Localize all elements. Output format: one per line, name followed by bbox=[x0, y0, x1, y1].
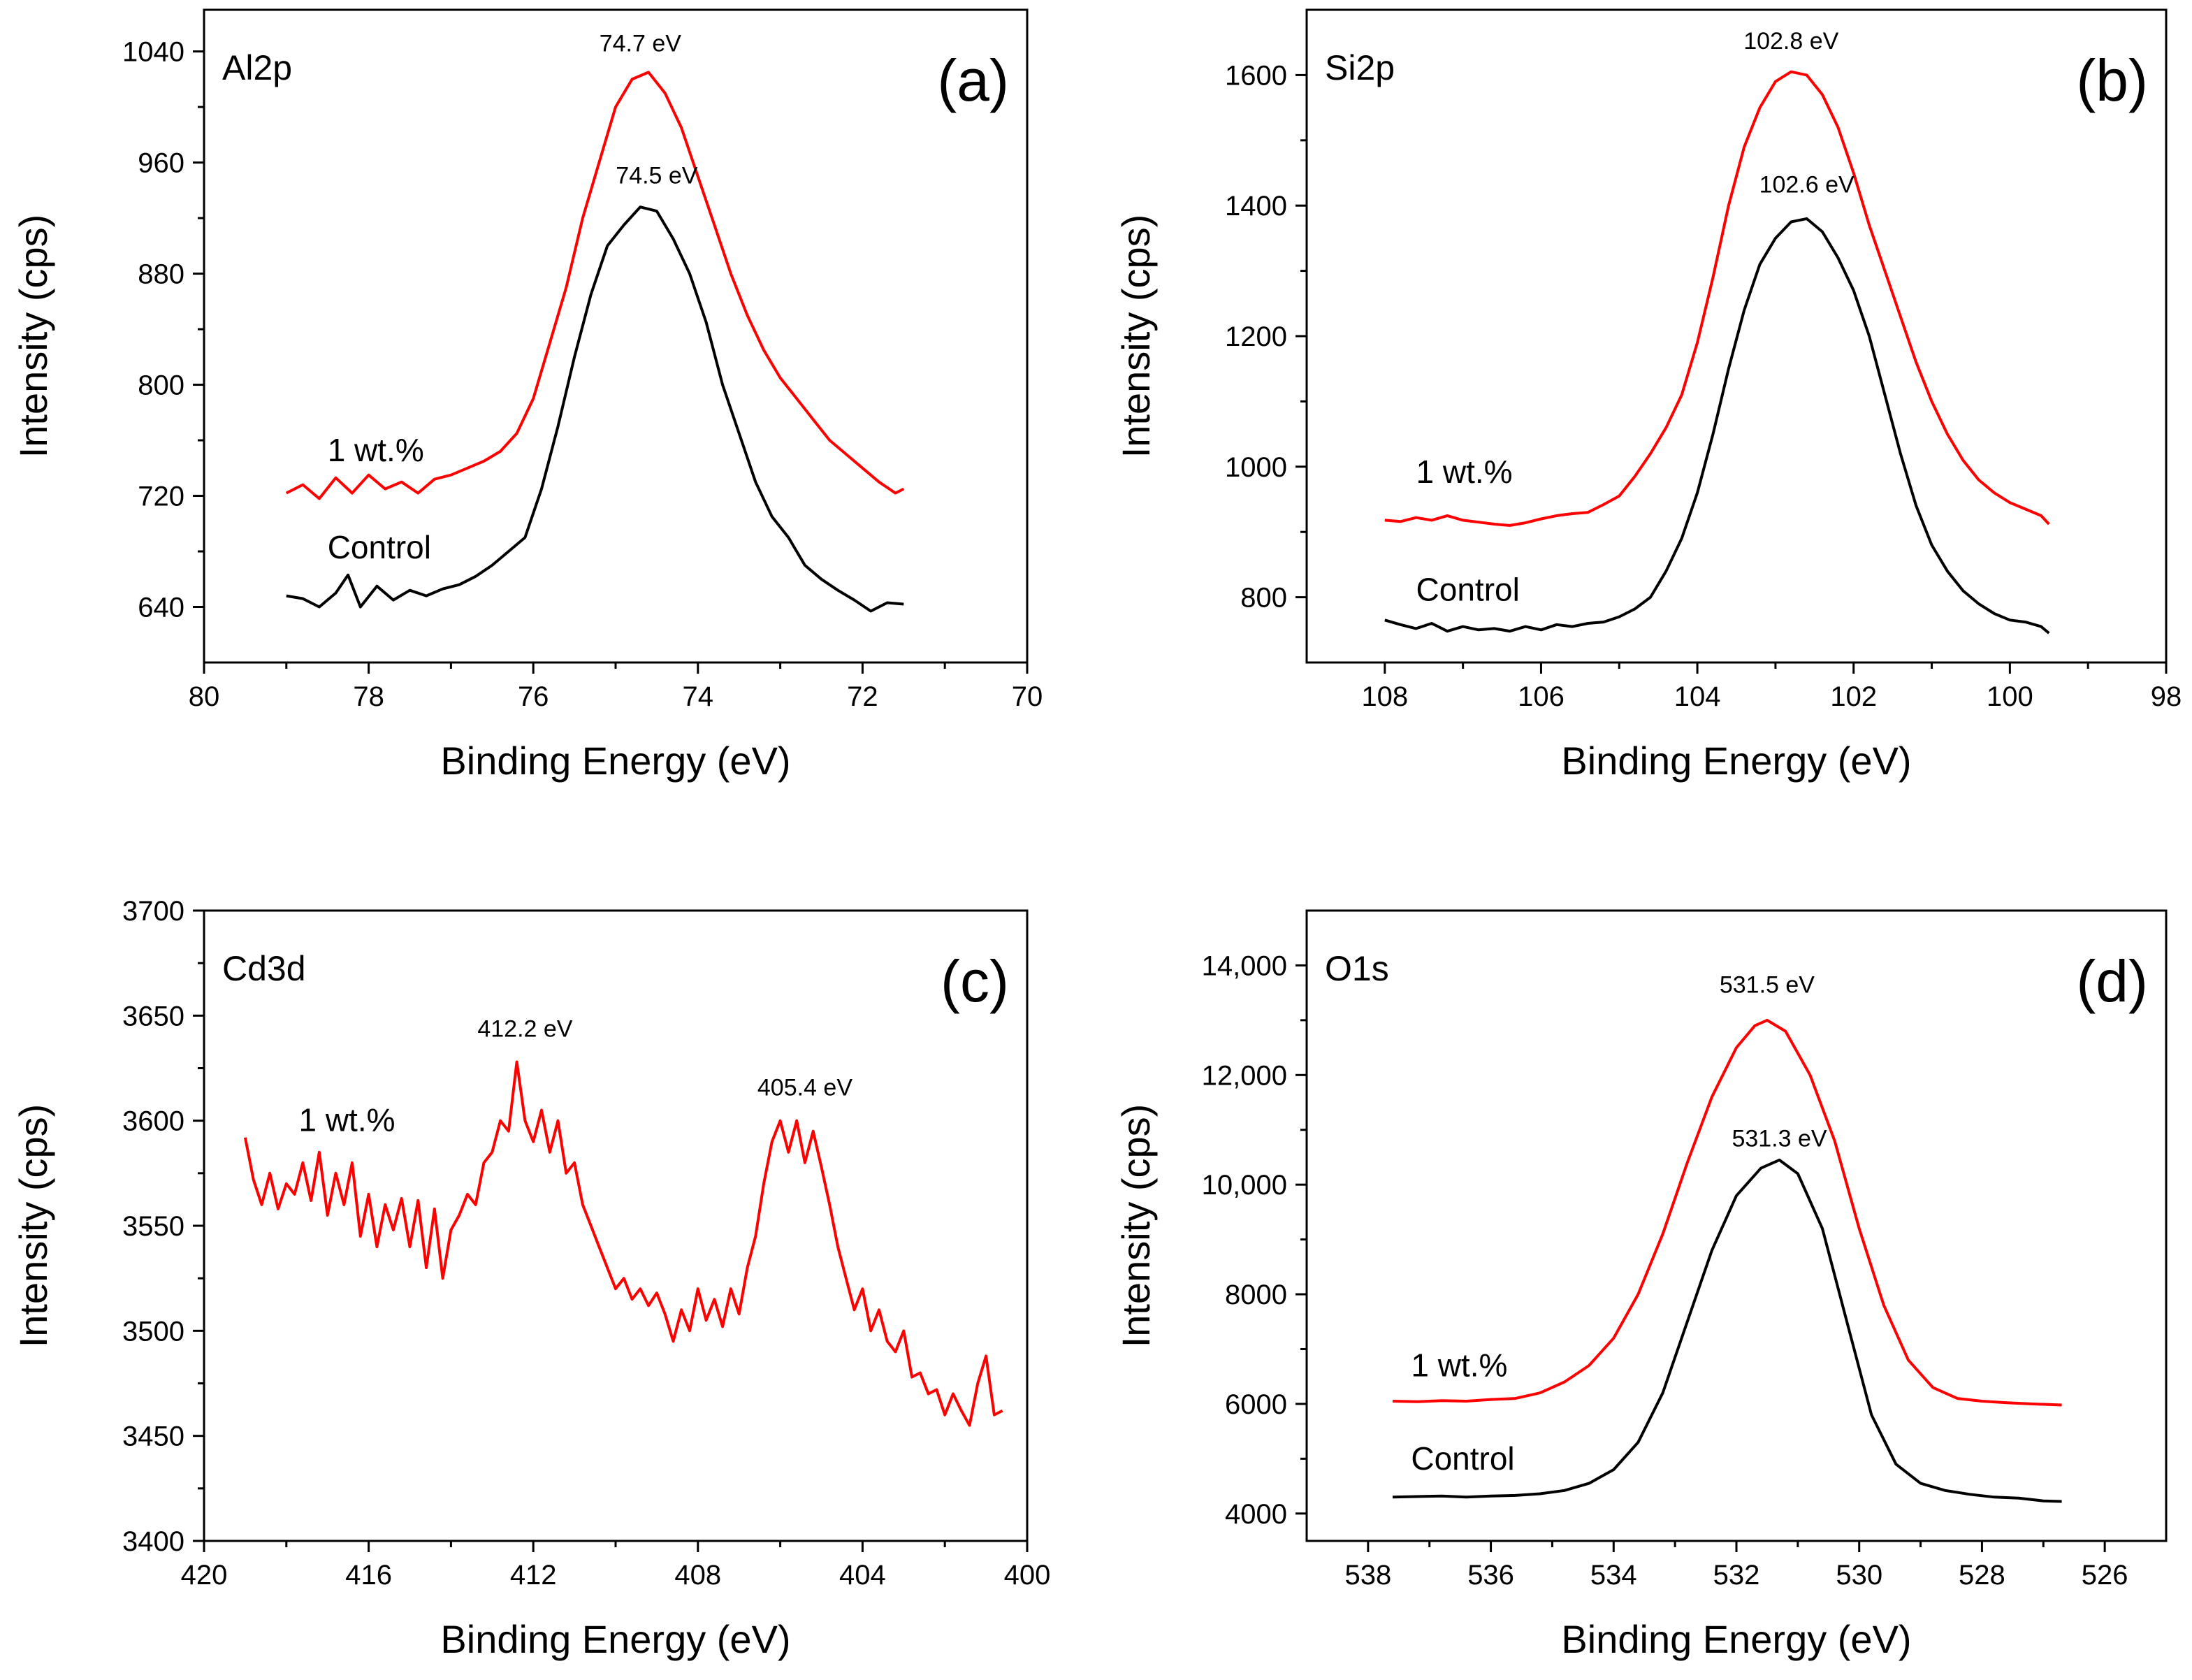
x-tick-label: 538 bbox=[1344, 1560, 1391, 1591]
y-tick-label: 1600 bbox=[1225, 60, 1287, 91]
panel-label: (d) bbox=[2076, 948, 2148, 1014]
x-tick-label: 102 bbox=[1830, 681, 1877, 712]
y-axis-title: Intensity (cps) bbox=[11, 1104, 55, 1348]
series-line-control bbox=[286, 205, 904, 613]
x-axis-title: Binding Energy (eV) bbox=[440, 739, 790, 783]
peak-label: 102.6 eV bbox=[1759, 172, 1855, 198]
x-tick-label: 400 bbox=[1004, 1560, 1051, 1591]
peak-label: 74.7 eV bbox=[600, 31, 682, 57]
peak-label: 405.4 eV bbox=[757, 1075, 852, 1101]
x-axis-title: Binding Energy (eV) bbox=[1561, 739, 1911, 783]
panel-label: (b) bbox=[2076, 48, 2148, 113]
curve-label: 1 wt.% bbox=[328, 432, 424, 468]
x-tick-label: 534 bbox=[1590, 1560, 1637, 1591]
y-tick-label: 1000 bbox=[1225, 452, 1287, 483]
series-line-control bbox=[1392, 1158, 2062, 1503]
x-tick-label: 80 bbox=[189, 681, 220, 712]
chart-panel-1: 80 78 76 74 72 70 640 720 800 880 960 1040 Binding E… bbox=[11, 8, 1043, 783]
plot-frame bbox=[203, 909, 1029, 1542]
y-tick-label: 880 bbox=[138, 259, 184, 290]
y-tick-label: 3400 bbox=[122, 1526, 184, 1557]
x-tick-label: 528 bbox=[1959, 1560, 2005, 1591]
curve-label: Control bbox=[328, 529, 431, 565]
x-tick-label: 78 bbox=[353, 681, 384, 712]
peak-label: 74.5 eV bbox=[616, 162, 698, 189]
y-tick-label: 14,000 bbox=[1202, 950, 1287, 981]
series-line-1-wt bbox=[243, 1060, 1003, 1427]
curve-label: Control bbox=[1411, 1440, 1514, 1477]
y-tick-label: 3650 bbox=[122, 1001, 184, 1031]
y-tick-label: 800 bbox=[138, 370, 184, 401]
y-tick-label: 8000 bbox=[1225, 1280, 1287, 1310]
x-tick-label: 532 bbox=[1713, 1560, 1760, 1591]
x-tick-label: 76 bbox=[518, 681, 549, 712]
x-tick-label: 412 bbox=[510, 1560, 557, 1591]
element-label: Si2p bbox=[1325, 48, 1395, 87]
y-tick-label: 1200 bbox=[1225, 321, 1287, 352]
y-tick-label: 1400 bbox=[1225, 191, 1287, 222]
y-tick-label: 1040 bbox=[122, 37, 184, 68]
peak-label: 531.5 eV bbox=[1720, 972, 1815, 999]
chart-panel-3: 420 416 412 408 404 400 3400 3450 3500 3550 3600 36… bbox=[11, 896, 1050, 1661]
curve-label: 1 wt.% bbox=[1411, 1347, 1507, 1384]
y-tick-label: 6000 bbox=[1225, 1389, 1287, 1420]
x-tick-label: 530 bbox=[1836, 1560, 1882, 1591]
series-line-1-wt bbox=[285, 71, 905, 500]
x-axis-title: Binding Energy (eV) bbox=[1561, 1617, 1911, 1661]
y-axis-title: Intensity (cps) bbox=[1114, 215, 1158, 458]
panel-label: (a) bbox=[937, 48, 1009, 113]
chart-panel-2: 108 106 104 102 100 98 800 1000 1200 1400 1600 Bind… bbox=[1114, 8, 2182, 783]
element-label: Al2p bbox=[222, 48, 292, 87]
x-tick-label: 416 bbox=[345, 1560, 392, 1591]
y-axis-title: Intensity (cps) bbox=[11, 215, 55, 458]
x-tick-label: 536 bbox=[1467, 1560, 1514, 1591]
peak-label: 102.8 eV bbox=[1743, 28, 1838, 55]
chart-panel-4: 538 536 534 532 530 528 526 4000 6000 8000 10,000 1… bbox=[1114, 909, 2168, 1661]
y-tick-label: 720 bbox=[138, 481, 184, 512]
x-tick-label: 100 bbox=[1987, 681, 2033, 712]
curve-label: Control bbox=[1416, 571, 1520, 607]
y-tick-label: 640 bbox=[138, 593, 184, 623]
y-tick-label: 3450 bbox=[122, 1421, 184, 1452]
x-tick-label: 74 bbox=[683, 681, 714, 712]
x-tick-label: 98 bbox=[2151, 681, 2182, 712]
x-tick-label: 70 bbox=[1012, 681, 1043, 712]
curve-label: 1 wt.% bbox=[1416, 454, 1513, 490]
curve-label: 1 wt.% bbox=[298, 1102, 395, 1138]
x-tick-label: 72 bbox=[847, 681, 878, 712]
x-tick-label: 104 bbox=[1674, 681, 1721, 712]
element-label: O1s bbox=[1325, 949, 1389, 988]
y-tick-label: 10,000 bbox=[1202, 1170, 1287, 1201]
y-tick-label: 960 bbox=[138, 148, 184, 179]
y-tick-label: 3550 bbox=[122, 1211, 184, 1242]
panel-label: (c) bbox=[941, 948, 1009, 1014]
y-axis-title: Intensity (cps) bbox=[1114, 1104, 1158, 1348]
x-axis-title: Binding Energy (eV) bbox=[440, 1617, 790, 1661]
x-tick-label: 420 bbox=[181, 1560, 228, 1591]
series-line-1-wt bbox=[1384, 70, 2050, 527]
element-label: Cd3d bbox=[222, 949, 306, 988]
peak-label: 412.2 eV bbox=[477, 1015, 572, 1042]
y-tick-label: 3500 bbox=[122, 1316, 184, 1347]
y-tick-label: 4000 bbox=[1225, 1499, 1287, 1530]
y-tick-label: 3600 bbox=[122, 1106, 184, 1137]
peak-label: 531.3 eV bbox=[1732, 1125, 1827, 1152]
x-tick-label: 404 bbox=[839, 1560, 886, 1591]
series-line-control bbox=[1384, 217, 2050, 635]
x-tick-label: 408 bbox=[674, 1560, 721, 1591]
y-tick-label: 12,000 bbox=[1202, 1060, 1287, 1091]
series-line-1-wt bbox=[1392, 1018, 2062, 1407]
x-tick-label: 106 bbox=[1518, 681, 1565, 712]
x-tick-label: 108 bbox=[1361, 681, 1408, 712]
y-tick-label: 800 bbox=[1240, 583, 1287, 614]
x-tick-label: 526 bbox=[2082, 1560, 2128, 1591]
y-tick-label: 3700 bbox=[122, 896, 184, 927]
